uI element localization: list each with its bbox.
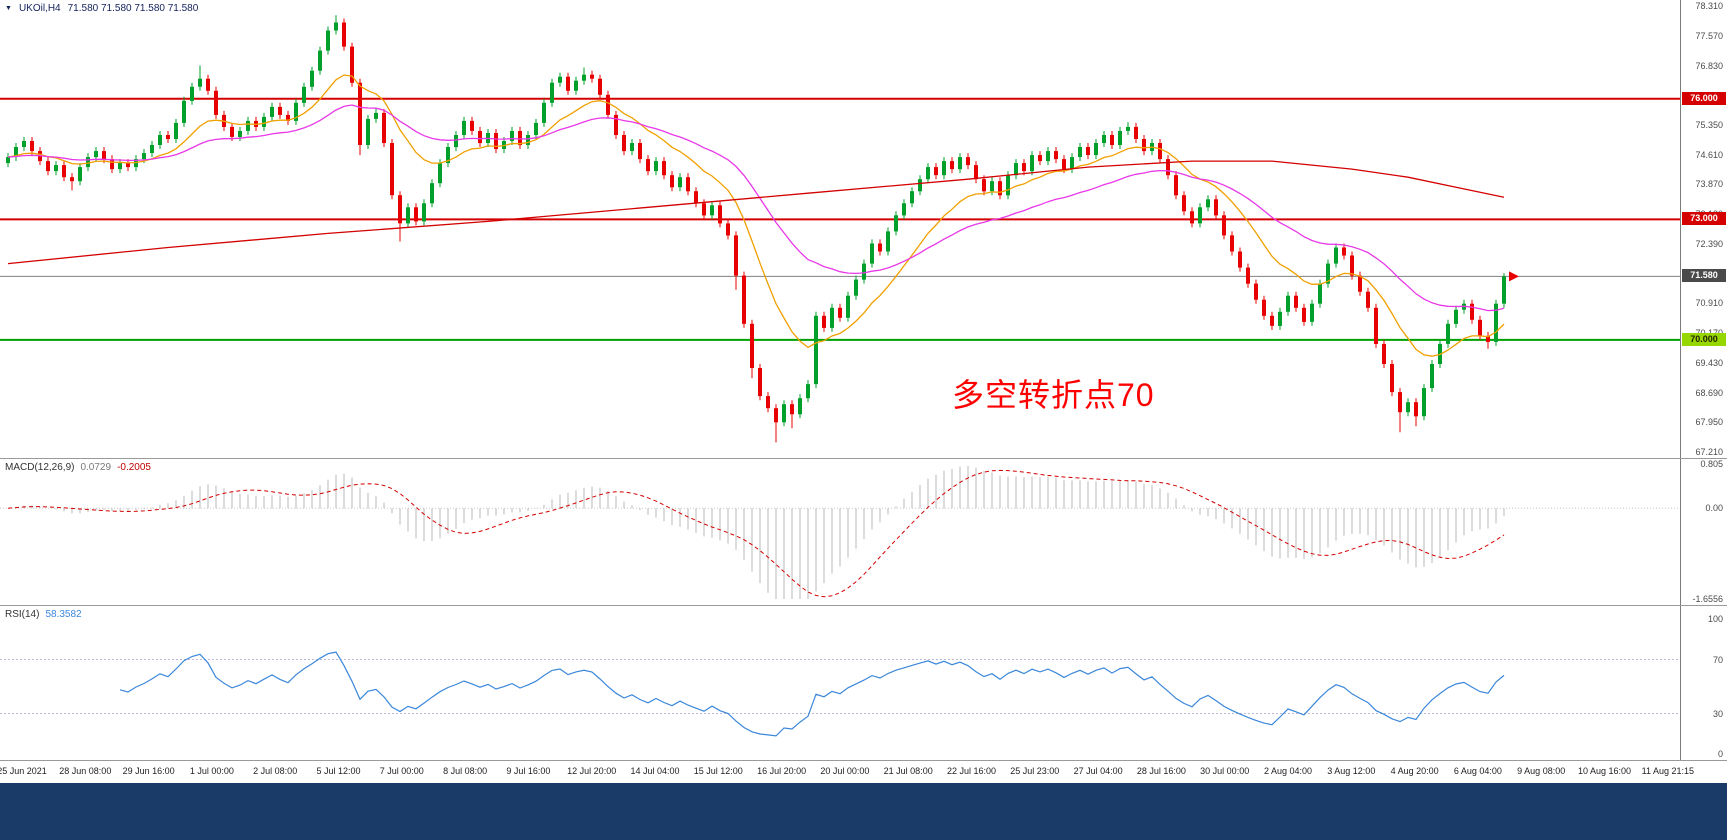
time-axis-label: 9 Aug 08:00 bbox=[1517, 766, 1566, 776]
macd-value: 0.0729 bbox=[80, 462, 112, 473]
macd-label: MACD(12,26,9) bbox=[5, 462, 75, 473]
time-axis-label: 2 Aug 04:00 bbox=[1263, 766, 1313, 776]
candles bbox=[6, 22, 1506, 423]
ma-slow-line bbox=[7, 160, 1505, 265]
time-axis-label: 29 Jun 16:00 bbox=[122, 766, 175, 776]
time-axis-label: 3 Aug 12:00 bbox=[1327, 766, 1376, 776]
symbol-dropdown-icon[interactable]: ▼ bbox=[5, 5, 12, 12]
macd-tick-label: 0.00 bbox=[1705, 503, 1723, 514]
macd-scale[interactable]: 0.805 0.00 -1.6556 bbox=[1680, 459, 1727, 605]
ma-mid-line bbox=[7, 104, 1505, 312]
time-axis-label: 25 Jun 2021 bbox=[0, 766, 47, 776]
time-axis-label: 27 Jul 04:00 bbox=[1073, 766, 1123, 776]
macd-header: MACD(12,26,9) 0.0729 -0.2005 bbox=[5, 462, 151, 473]
price-tick-label: 75.350 bbox=[1695, 119, 1723, 130]
rsi-tick-label: 70 bbox=[1712, 654, 1723, 665]
symbol-label: UKOil,H4 bbox=[18, 3, 61, 14]
time-axis-label: 10 Aug 16:00 bbox=[1577, 766, 1632, 776]
time-axis-label: 1 Jul 00:00 bbox=[189, 766, 234, 776]
time-axis-label: 22 Jul 16:00 bbox=[946, 766, 997, 776]
time-axis-label: 16 Jul 20:00 bbox=[757, 766, 807, 776]
macd-panel: MACD(12,26,9) 0.0729 -0.2005 0.805 0.00 -1… bbox=[0, 458, 1727, 605]
time-axis-label: 2 Jul 08:00 bbox=[253, 766, 298, 776]
macd-signal-line bbox=[7, 469, 1505, 598]
price-tick-label: 72.390 bbox=[1695, 238, 1723, 249]
time-axis-label: 5 Jul 12:00 bbox=[316, 766, 361, 776]
annotation-text[interactable]: 多空转折点70 bbox=[952, 377, 1155, 413]
macd-chart[interactable] bbox=[0, 459, 1680, 605]
price-chart-panel: ▼ UKOil,H4 71.580 71.580 71.580 71.580 多… bbox=[0, 0, 1727, 458]
rsi-line bbox=[119, 651, 1505, 737]
price-tick-label: 67.210 bbox=[1695, 447, 1723, 457]
time-axis-label: 7 Jul 00:00 bbox=[379, 766, 424, 776]
time-axis-label: 20 Jul 00:00 bbox=[820, 766, 870, 776]
price-tick-label: 74.610 bbox=[1695, 149, 1723, 160]
price-scale[interactable]: 78.31077.57076.83075.35074.61073.87073.1… bbox=[1680, 0, 1727, 458]
price-arrow-icon bbox=[1509, 271, 1519, 282]
ohlc-values: 71.580 71.580 71.580 71.580 bbox=[67, 3, 199, 14]
rsi-panel: RSI(14) 58.3582 100 70 30 0 bbox=[0, 605, 1727, 760]
price-tick-label: 78.310 bbox=[1695, 1, 1723, 11]
macd-histogram bbox=[15, 466, 1505, 599]
macd-signal-value: -0.2005 bbox=[117, 462, 151, 473]
price-tick-label: 70.910 bbox=[1695, 298, 1723, 309]
price-tick-label: 68.690 bbox=[1695, 387, 1723, 398]
chart-header: ▼ UKOil,H4 71.580 71.580 71.580 71.580 bbox=[5, 3, 198, 14]
time-axis-label: 28 Jul 16:00 bbox=[1136, 766, 1186, 776]
time-axis-label: 4 Aug 20:00 bbox=[1390, 766, 1439, 776]
level-price-label: 70.000 bbox=[1682, 332, 1726, 346]
time-axis-label: 14 Jul 04:00 bbox=[630, 766, 680, 776]
rsi-value: 58.3582 bbox=[45, 609, 82, 620]
time-axis-label: 25 Jul 23:00 bbox=[1010, 766, 1060, 776]
rsi-tick-label: 100 bbox=[1707, 614, 1723, 624]
rsi-header: RSI(14) 58.3582 bbox=[5, 609, 82, 620]
rsi-tick-label: 30 bbox=[1712, 708, 1723, 719]
time-axis-label: 12 Jul 20:00 bbox=[567, 766, 617, 776]
time-axis-label: 11 Aug 21:15 bbox=[1641, 766, 1694, 776]
candle-wicks bbox=[7, 15, 1505, 443]
time-axis-label: 15 Jul 12:00 bbox=[693, 766, 743, 776]
rsi-tick-label: 0 bbox=[1717, 749, 1723, 759]
rsi-chart[interactable] bbox=[0, 606, 1680, 760]
time-axis-label: 28 Jun 08:00 bbox=[59, 766, 112, 776]
macd-tick-label: 0.805 bbox=[1700, 459, 1723, 469]
price-tick-label: 73.870 bbox=[1695, 179, 1723, 190]
time-axis-label: 6 Aug 04:00 bbox=[1453, 766, 1502, 776]
time-axis-label: 8 Jul 08:00 bbox=[443, 766, 488, 776]
level-price-label: 76.000 bbox=[1682, 91, 1726, 105]
price-tick-label: 76.830 bbox=[1695, 60, 1723, 71]
time-axis[interactable]: 25 Jun 2021 28 Jun 08:00 29 Jun 16:00 1 Jul… bbox=[0, 760, 1727, 783]
price-tick-label: 77.570 bbox=[1695, 30, 1723, 41]
rsi-scale[interactable]: 100 70 30 0 bbox=[1680, 606, 1727, 760]
current-price-label: 71.580 bbox=[1682, 269, 1726, 283]
macd-tick-label: -1.6556 bbox=[1692, 594, 1723, 604]
time-axis-label: 30 Jul 00:00 bbox=[1200, 766, 1250, 776]
rsi-label: RSI(14) bbox=[5, 609, 40, 620]
time-axis-label: 9 Jul 16:00 bbox=[506, 766, 551, 776]
level-price-label: 73.000 bbox=[1682, 212, 1726, 226]
price-tick-label: 67.950 bbox=[1695, 417, 1723, 428]
price-tick-label: 69.430 bbox=[1695, 357, 1723, 368]
ma-fast-line bbox=[7, 74, 1505, 357]
bottom-bar bbox=[0, 783, 1727, 840]
time-axis-label: 21 Jul 08:00 bbox=[883, 766, 933, 776]
price-chart[interactable] bbox=[0, 0, 1680, 458]
